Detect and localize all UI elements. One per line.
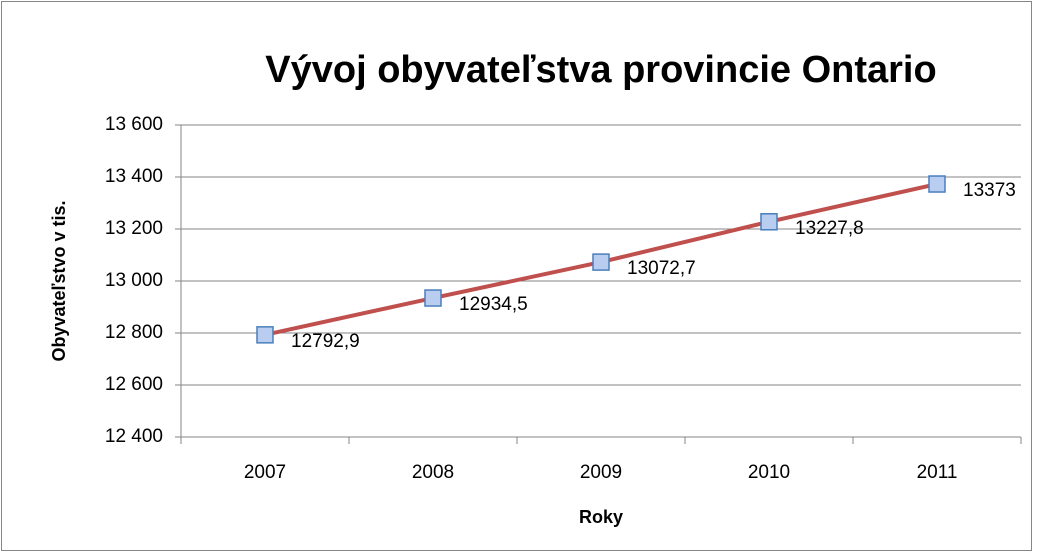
y-tick-label: 12 600: [105, 374, 163, 395]
data-label: 12792,9: [291, 331, 360, 352]
x-tick-label: 2010: [748, 462, 790, 483]
y-tick-label: 13 400: [105, 166, 163, 187]
y-tick-label: 13 200: [105, 218, 163, 239]
marker: [424, 289, 442, 307]
y-tick-label: 12 400: [105, 426, 163, 447]
x-tick-label: 2009: [580, 462, 622, 483]
data-label: 12934,5: [459, 294, 528, 315]
x-tick-label: 2008: [412, 462, 454, 483]
data-label: 13072,7: [627, 258, 696, 279]
marker: [928, 175, 946, 193]
marker: [592, 253, 610, 271]
y-tick-label: 12 800: [105, 322, 163, 343]
data-label: 13227,8: [795, 218, 864, 239]
x-tick-label: 2007: [244, 462, 286, 483]
data-label: 13373: [963, 180, 1016, 201]
x-axis-label: Roky: [579, 507, 623, 527]
y-tick-label: 13 000: [105, 270, 163, 291]
y-axis-label: Obyvateľstvo v tis.: [49, 201, 69, 362]
chart-title: Vývoj obyvateľstva provincie Ontario: [265, 49, 936, 91]
marker: [256, 326, 274, 344]
marker: [760, 213, 778, 231]
y-tick-label: 13 600: [105, 114, 163, 135]
x-tick-label: 2011: [917, 462, 958, 483]
